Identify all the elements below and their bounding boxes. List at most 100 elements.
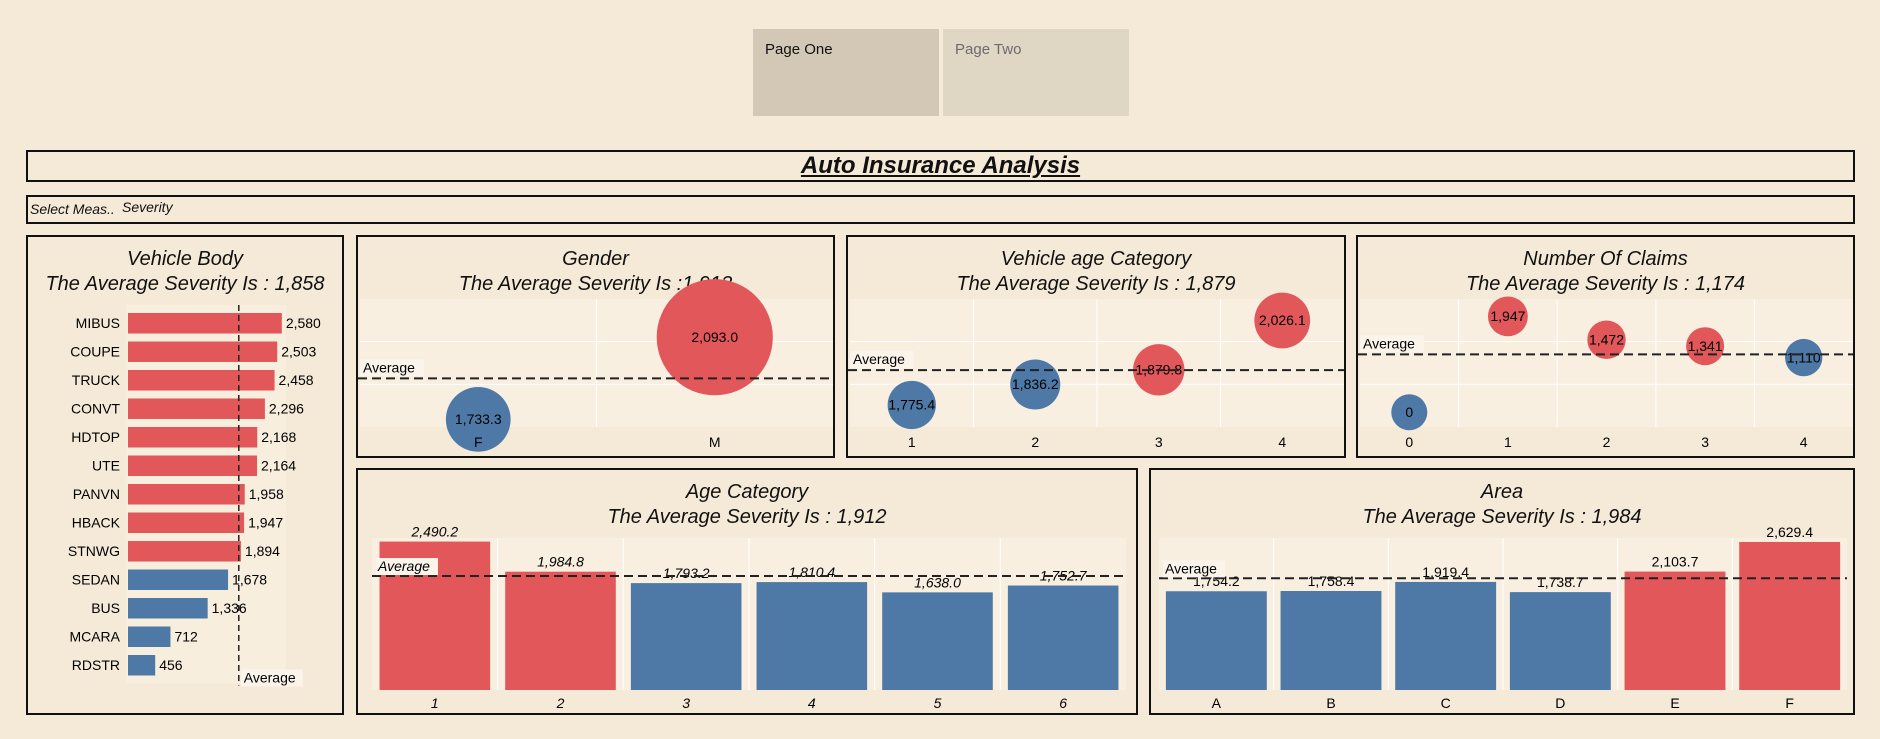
bar (128, 569, 229, 590)
category-label: HBACK (72, 514, 121, 530)
chart-subtitle: The Average Severity Is : 1,174 (1465, 273, 1746, 295)
data-label: 2,580 (286, 315, 321, 331)
x-tick-label: 4 (808, 695, 816, 711)
bar (1165, 591, 1267, 690)
data-label: 1,775.4 (888, 397, 935, 413)
x-tick-label: 6 (1059, 695, 1067, 711)
bubble (1254, 292, 1311, 349)
data-label: 2,629.4 (1766, 524, 1813, 540)
category-label: CONVT (71, 400, 120, 416)
data-label: 2,296 (269, 400, 304, 416)
data-label: 2,490.2 (410, 524, 458, 540)
category-label: SEDAN (72, 571, 120, 587)
panel-vehicle-body: Vehicle Body The Average Severity Is : 1… (26, 235, 344, 715)
x-tick-label: C (1441, 695, 1451, 711)
bubble (445, 387, 511, 452)
tab-page-one[interactable]: Page One (753, 29, 939, 116)
average-label: Average (363, 359, 415, 375)
average-label: Average (377, 558, 430, 574)
panel-gender: Gender The Average Severity Is :1,913 1,… (356, 235, 835, 458)
data-label: 1,472 (1589, 331, 1624, 347)
panel-age-category: Age Category The Average Severity Is : 1… (356, 468, 1138, 715)
bar (128, 427, 258, 448)
data-label: 456 (159, 657, 183, 673)
x-tick-label: 5 (934, 695, 942, 711)
x-tick-label: E (1670, 695, 1679, 711)
bubble (1487, 296, 1528, 337)
data-label: 1,919.4 (1422, 564, 1469, 580)
bar (128, 512, 245, 533)
bar (128, 655, 156, 676)
x-tick-label: F (474, 434, 483, 450)
average-label: Average (1363, 335, 1415, 351)
category-label: RDSTR (72, 657, 120, 673)
data-label: 1,836.2 (1012, 376, 1059, 392)
average-label-bg (240, 669, 303, 687)
x-tick-label: B (1326, 695, 1335, 711)
x-tick-label: 1 (908, 434, 916, 450)
x-tick-label: 3 (1701, 434, 1709, 450)
bubble (1587, 320, 1626, 359)
number-of-claims-chart: 0 0 1,947 1 1,472 2 1,341 3 1,110 4 Average (1358, 296, 1853, 450)
x-tick-label: 4 (1800, 434, 1808, 450)
category-label: BUS (91, 600, 120, 616)
x-tick-label: 1 (431, 695, 439, 711)
panel-vehicle-age: Vehicle age Category The Average Severit… (846, 235, 1346, 458)
data-label: 2,026.1 (1259, 312, 1306, 328)
area-chart: 1,754.2A1,758.4B1,919.4C1,738.7D2,103.7E… (1159, 524, 1847, 711)
measure-selector[interactable]: Select Meas.. Severity (26, 195, 1855, 224)
x-tick-label: 3 (1155, 434, 1163, 450)
panel-number-of-claims: Number Of Claims The Average Severity Is… (1356, 235, 1855, 458)
category-label: PANVN (73, 486, 120, 502)
measure-value[interactable]: Severity (122, 199, 173, 215)
data-label: 2,503 (281, 343, 316, 359)
bar (1624, 571, 1726, 690)
bar (630, 583, 742, 690)
bar (128, 370, 275, 391)
x-tick-label: 2 (1603, 434, 1611, 450)
x-tick-label: 0 (1405, 434, 1413, 450)
bubble (1391, 394, 1428, 431)
chart-subtitle: The Average Severity Is : 1,912 (607, 506, 887, 528)
average-label: Average (853, 351, 905, 367)
bar (1395, 581, 1497, 690)
x-tick-label: D (1555, 695, 1565, 711)
x-tick-label: 2 (1031, 434, 1039, 450)
data-label: 0 (1405, 404, 1413, 420)
x-tick-label: M (709, 434, 721, 450)
data-label: 1,793.2 (663, 565, 710, 581)
bar (128, 598, 208, 619)
bar (756, 582, 868, 690)
dashboard-title: Auto Insurance Analysis (800, 152, 1081, 179)
x-tick-label: 2 (556, 695, 565, 711)
data-label: 1,678 (232, 571, 267, 587)
average-label: Average (244, 670, 296, 686)
bar (505, 571, 616, 690)
category-label: MCARA (69, 628, 120, 644)
age-category-chart: 2,490.2 1 1,984.8 2 1,793.2 3 1,810.4 4 1,638.0 5… (372, 524, 1126, 711)
vehicle-body-chart: MIBUS 2,580 COUPE 2,503 TRUCK 2,458 CONVT 2,296… (68, 305, 321, 687)
bar (128, 313, 282, 334)
bar (1007, 585, 1119, 690)
bar (128, 484, 245, 505)
average-label-bg (850, 351, 914, 369)
bar (128, 541, 241, 562)
average-label-bg (376, 558, 438, 576)
plot-area (1360, 299, 1853, 427)
chart-title: Gender (562, 248, 629, 270)
tab-page-two[interactable]: Page Two (943, 29, 1129, 116)
data-label: 1,947 (248, 514, 283, 530)
bubble (887, 380, 936, 430)
x-tick-label: 4 (1278, 434, 1286, 450)
category-label: TRUCK (72, 372, 121, 388)
chart-title: Number Of Claims (1523, 248, 1688, 270)
category-label: STNWG (68, 543, 120, 559)
data-label: 1,947 (1490, 308, 1525, 324)
average-label: Average (1165, 560, 1217, 576)
chart-subtitle: The Average Severity Is : 1,984 (1362, 506, 1642, 528)
data-label: 1,894 (245, 543, 280, 559)
bar (882, 592, 993, 690)
bar (128, 455, 258, 476)
bar (1739, 541, 1841, 690)
